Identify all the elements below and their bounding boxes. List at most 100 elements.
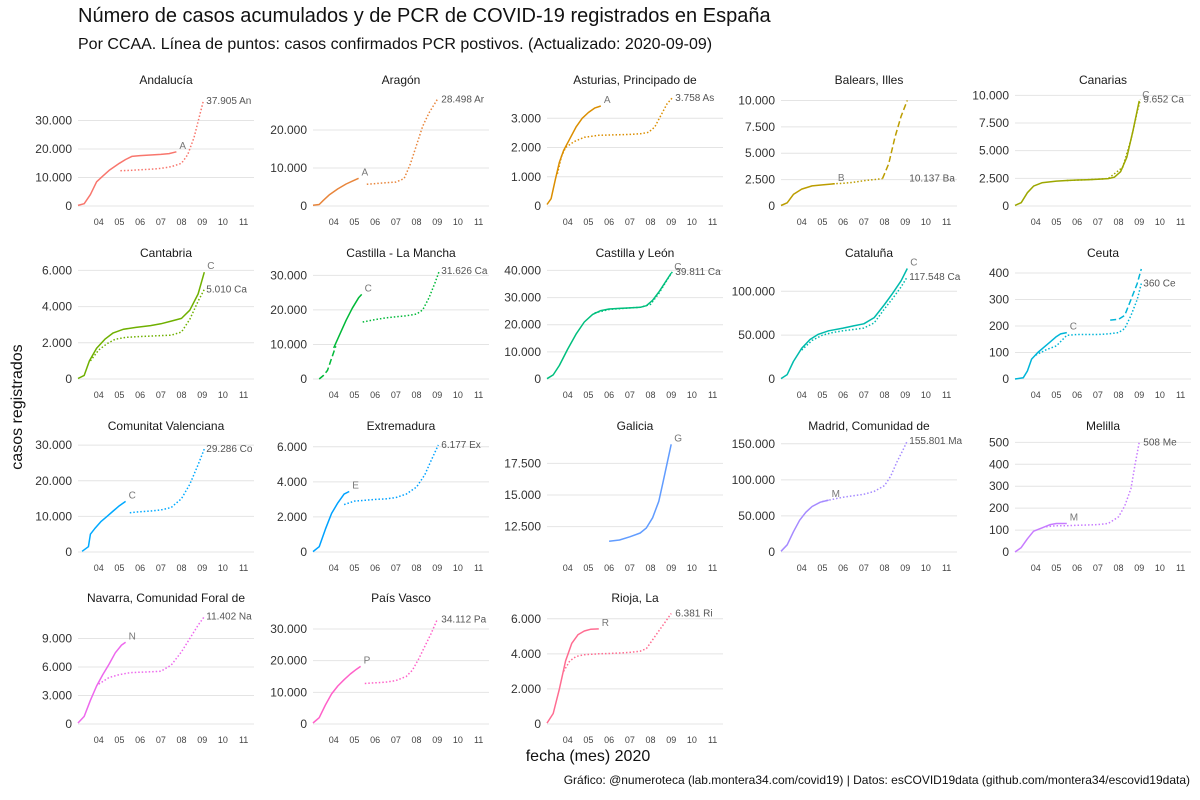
y-tick-label: 150.000 — [732, 437, 776, 451]
y-tick-label: 2.500 — [745, 173, 775, 187]
x-tick-label: 10 — [218, 563, 228, 573]
x-tick-label: 09 — [197, 563, 207, 573]
end-label: 6.177 Ex — [441, 440, 480, 451]
series-line-dotted — [364, 619, 438, 685]
panel-1: Aragón 0 10.000 20.000 04 05 06 07 08 09 10 11 28.49… — [270, 73, 489, 227]
x-tick-label: 08 — [880, 390, 890, 400]
series-line-dotted — [822, 440, 908, 503]
x-tick-label: 08 — [412, 390, 422, 400]
panel-16: País Vasco 0 10.000 20.000 30.000 04 05 06 07 08 0… — [270, 591, 489, 745]
x-tick-label: 10 — [687, 563, 697, 573]
x-tick-label: 10 — [921, 563, 931, 573]
x-tick-label: 06 — [370, 735, 380, 745]
x-tick-label: 04 — [94, 217, 104, 227]
end-label: 39.811 Ca — [675, 267, 721, 278]
y-tick-label: 12.500 — [504, 520, 541, 534]
panel-title: Castilla - La Mancha — [346, 246, 456, 260]
x-tick-label: 06 — [135, 735, 145, 745]
y-tick-label: 20.000 — [35, 474, 72, 488]
x-tick-label: 04 — [1031, 217, 1041, 227]
chart-caption: Gráfico: @numeroteca (lab.montera34.com/… — [563, 773, 1190, 787]
series-line-dotted — [366, 99, 438, 186]
y-tick-label: 20.000 — [270, 303, 307, 317]
x-tick-label: 07 — [391, 735, 401, 745]
x-tick-label: 04 — [563, 563, 573, 573]
x-tick-label: 07 — [625, 217, 635, 227]
x-tick-label: 07 — [156, 563, 166, 573]
y-tick-label: 0 — [300, 199, 307, 213]
x-tick-label: 04 — [797, 563, 807, 573]
x-tick-label: 04 — [94, 563, 104, 573]
panel-8: Cataluña 0 50.000 100.000 04 05 06 07 08 09 10 11 11… — [732, 246, 961, 400]
series-line-solid — [77, 271, 206, 380]
x-tick-label: 05 — [1051, 563, 1061, 573]
panel-17: Rioja, La 0 2.000 4.000 6.000 04 05 06 07 08 09 10 1… — [511, 591, 723, 745]
y-tick-label: 20.000 — [35, 142, 72, 156]
x-tick-label: 06 — [604, 563, 614, 573]
series-initial-label: G — [674, 433, 682, 444]
x-tick-label: 11 — [1176, 563, 1185, 573]
series-initial-label: M — [1070, 513, 1078, 524]
x-tick-label: 11 — [474, 390, 483, 400]
y-tick-label: 0 — [1002, 545, 1009, 559]
x-tick-label: 06 — [370, 563, 380, 573]
x-tick-label: 11 — [942, 217, 951, 227]
panel-12: Galicia 12.500 15.000 17.500 04 05 06 07 08 09 10 1… — [504, 419, 723, 573]
x-tick-label: 10 — [687, 217, 697, 227]
y-tick-label: 4.000 — [277, 475, 307, 489]
x-tick-label: 10 — [1155, 390, 1165, 400]
panel-10: Comunitat Valenciana 0 10.000 20.000 30.000 0… — [35, 419, 254, 573]
x-tick-label: 07 — [625, 390, 635, 400]
y-tick-label: 6.000 — [42, 660, 72, 674]
x-tick-label: 05 — [349, 563, 359, 573]
y-tick-label: 15.000 — [504, 488, 541, 502]
series-line-solid — [546, 272, 672, 380]
end-label: 28.498 Ar — [441, 95, 484, 106]
y-tick-label: 5.000 — [745, 146, 775, 160]
series-line-dashed — [881, 100, 908, 179]
y-tick-label: 400 — [989, 266, 1009, 280]
y-tick-label: 9.000 — [42, 632, 72, 646]
y-tick-label: 6.000 — [277, 440, 307, 454]
series-line-dotted — [1046, 442, 1140, 528]
x-tick-label: 07 — [625, 563, 635, 573]
series-initial-label: N — [129, 631, 136, 642]
x-tick-label: 07 — [625, 735, 635, 745]
x-tick-label: 11 — [239, 735, 248, 745]
y-tick-label: 4.000 — [42, 300, 72, 314]
x-tick-label: 07 — [1093, 217, 1103, 227]
chart-subtitle: Por CCAA. Línea de puntos: casos confirm… — [78, 36, 713, 53]
series-line-solid — [333, 293, 363, 349]
x-tick-label: 11 — [708, 735, 717, 745]
x-tick-label: 05 — [114, 735, 124, 745]
x-tick-label: 11 — [942, 390, 951, 400]
series-initial-label: C — [910, 258, 917, 269]
end-label: 34.112 Pa — [441, 615, 486, 626]
x-tick-label: 10 — [1155, 563, 1165, 573]
panel-title: Rioja, La — [611, 591, 659, 605]
x-tick-label: 09 — [432, 390, 442, 400]
x-tick-label: 04 — [329, 390, 339, 400]
panel-title: Comunitat Valenciana — [108, 419, 225, 433]
panel-0: Andalucía 0 10.000 20.000 30.000 04 05 06 07 08 09… — [35, 73, 254, 227]
series-initial-label: A — [179, 141, 186, 152]
x-tick-label: 09 — [900, 563, 910, 573]
panel-title: Galicia — [617, 419, 654, 433]
y-tick-label: 5.000 — [979, 144, 1009, 158]
panel-13: Madrid, Comunidad de 0 50.000 100.000 150.00… — [732, 419, 963, 573]
panel-title: Melilla — [1086, 419, 1120, 433]
series-line-dotted — [343, 444, 439, 506]
x-tick-label: 05 — [114, 217, 124, 227]
y-tick-label: 30.000 — [270, 622, 307, 636]
x-tick-label: 10 — [218, 217, 228, 227]
x-tick-label: 07 — [391, 563, 401, 573]
series-line-solid — [312, 177, 359, 206]
end-label: 360 Ce — [1143, 279, 1176, 290]
x-tick-label: 06 — [604, 390, 614, 400]
x-tick-label: 04 — [563, 217, 573, 227]
x-tick-label: 09 — [666, 563, 676, 573]
y-tick-label: 10.000 — [270, 161, 307, 175]
series-initial-label: R — [602, 618, 609, 629]
panel-title: Madrid, Comunidad de — [808, 419, 930, 433]
